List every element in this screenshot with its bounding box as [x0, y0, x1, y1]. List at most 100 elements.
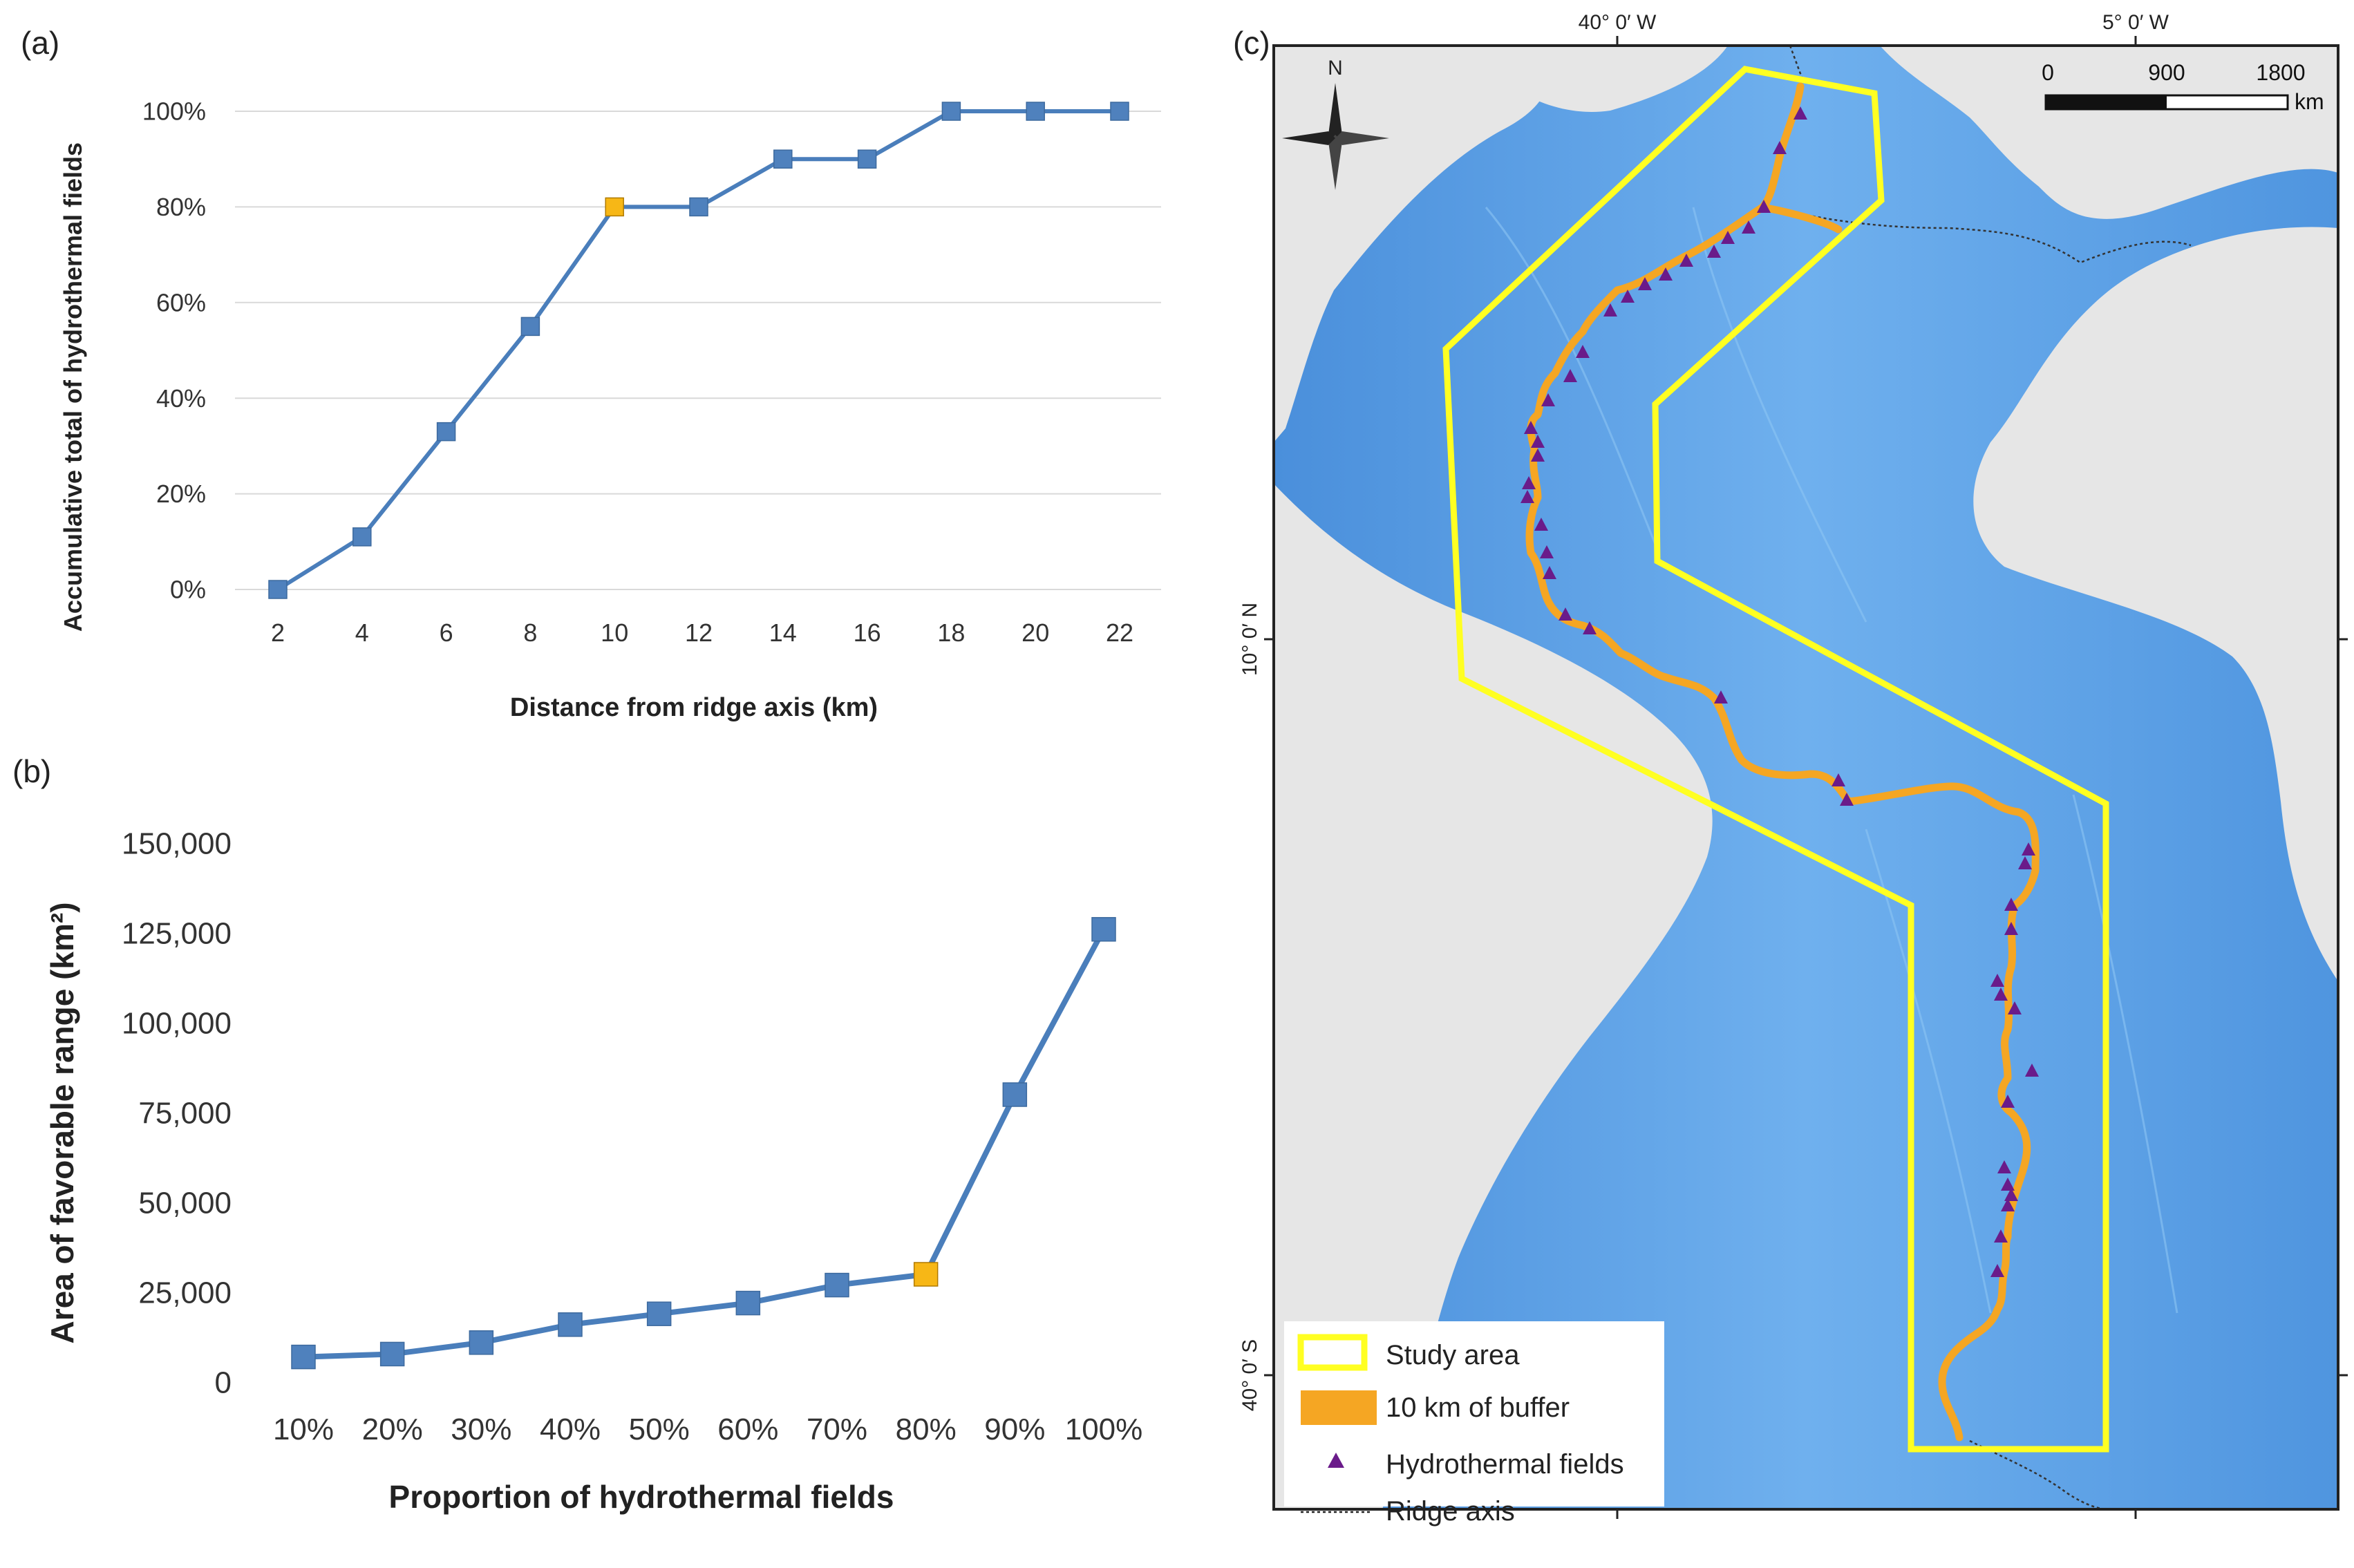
scale-label-0: 0	[2042, 60, 2054, 85]
x-tick-label: 6	[440, 618, 453, 647]
x-tick-label: 10	[601, 618, 628, 647]
data-point	[646, 1301, 672, 1326]
x-tick-label: 60%	[717, 1413, 778, 1446]
chart-a-x-axis-title: Distance from ridge axis (km)	[510, 693, 878, 722]
ridge-axis-north	[1769, 46, 2192, 264]
hydrothermal-field-marker	[1541, 393, 1555, 406]
y-tick-label: 100%	[142, 97, 206, 126]
series-line	[276, 109, 1120, 592]
ridge-axis-south	[1969, 1439, 2109, 1509]
hydrothermal-field-marker	[1832, 773, 1845, 786]
hydrothermal-field-marker	[1540, 545, 1554, 558]
y-tick-label: 60%	[156, 288, 206, 317]
x-tick-label: 10%	[273, 1413, 334, 1446]
data-point	[1026, 102, 1045, 121]
x-tick-label: 70%	[807, 1413, 867, 1446]
hydrothermal-field-marker	[1522, 476, 1536, 489]
data-point-highlight	[913, 1262, 939, 1287]
x-tick-label: 40%	[540, 1413, 601, 1446]
hydrothermal-field-marker	[1531, 448, 1545, 462]
x-tick-label: 12	[685, 618, 713, 647]
hydrothermal-field-marker	[2004, 898, 2018, 911]
data-point-highlight	[605, 197, 624, 217]
y-tick-label: 75,000	[138, 1096, 232, 1130]
y-tick-label: 80%	[156, 193, 206, 221]
y-tick-label: 0	[215, 1366, 232, 1399]
hydrothermal-field-marker	[1840, 793, 1854, 806]
x-tick-label: 20	[1021, 618, 1049, 647]
hydrothermal-field-marker	[1638, 277, 1652, 290]
hydrothermal-field-marker	[1534, 518, 1548, 531]
x-tick-label: 18	[937, 618, 965, 647]
y-tick-label: 100,000	[122, 1006, 232, 1040]
y-tick-label: 25,000	[138, 1276, 232, 1310]
y-tick-label: 40%	[156, 384, 206, 413]
hydrothermal-field-marker	[1563, 369, 1577, 382]
chart-b-y-axis-title: Area of favorable range (km²)	[44, 902, 80, 1343]
hydrothermal-field-marker	[1531, 435, 1545, 448]
lon-label-5w: 5° 0′ W	[2102, 11, 2169, 34]
hydrothermal-field-marker	[1559, 607, 1572, 621]
hydrothermal-field-marker	[1997, 1160, 2011, 1173]
scale-unit: km	[2295, 89, 2324, 114]
land-europe	[1880, 46, 2338, 219]
chart-a: 0% 20% 40% 60% 80% 100% 2 4 6 8 10 12 14 16 18 20 22	[142, 97, 1161, 647]
data-point	[469, 1330, 494, 1355]
hydrothermal-field-marker	[1524, 421, 1538, 434]
north-label: N	[1328, 57, 1343, 79]
x-tick-label: 100%	[1065, 1413, 1143, 1446]
x-tick-label: 50%	[629, 1413, 690, 1446]
data-point	[558, 1312, 583, 1337]
x-tick-label: 4	[355, 618, 369, 647]
x-tick-label: 14	[769, 618, 797, 647]
x-tick-label: 16	[854, 618, 881, 647]
hydrothermal-markers	[1520, 106, 2039, 1277]
hydrothermal-field-marker	[2025, 1064, 2039, 1077]
data-point	[268, 580, 288, 599]
y-tick-label: 125,000	[122, 916, 232, 950]
data-point	[857, 149, 877, 169]
hydrothermal-field-marker	[1621, 290, 1635, 303]
land-greenland-island	[1438, 46, 1728, 112]
hydrothermal-field-marker	[1576, 345, 1590, 358]
data-point	[941, 102, 961, 121]
data-point	[773, 149, 793, 169]
hydrothermal-field-marker	[2001, 1178, 2015, 1191]
map-legend: Study area 10 km of buffer Hydrothermal …	[1284, 1321, 1664, 1527]
y-tick-label: 0%	[170, 576, 206, 604]
hydrothermal-field-marker	[1793, 106, 1807, 120]
hydrothermal-field-marker	[1659, 267, 1673, 281]
hydrothermal-field-marker	[2001, 1198, 2015, 1211]
north-arrow-icon: N	[1282, 57, 1389, 190]
hydrothermal-field-marker	[1707, 245, 1721, 258]
legend-study-area-swatch	[1297, 1334, 1368, 1371]
hydrothermal-field-marker	[1742, 220, 1755, 234]
hydrothermal-field-marker	[2008, 1001, 2022, 1014]
data-point	[291, 1344, 316, 1370]
legend-hydrothermal-label: Hydrothermal fields	[1386, 1449, 1624, 1480]
hydrothermal-field-marker	[1583, 621, 1597, 634]
hydrothermal-field-marker	[1990, 974, 2004, 987]
chart-b: 0 25,000 50,000 75,000 100,000 125,000 150,000…	[122, 826, 1147, 1446]
hydrothermal-field-marker	[1603, 303, 1617, 317]
hydrothermal-field-marker	[2004, 922, 2018, 935]
x-tick-label: 22	[1106, 618, 1133, 647]
map-frame	[1272, 44, 2339, 1511]
hydrothermal-field-marker	[2001, 1095, 2015, 1108]
data-point	[520, 317, 540, 337]
chart-a-y-axis-title: Accumulative total of hydrothermal field…	[59, 142, 87, 632]
lat-label-10n: 10° 0′ N	[1239, 603, 1261, 676]
data-point	[825, 1272, 849, 1298]
panel-c-label: (c)	[1233, 25, 1270, 61]
map: 40° 0′ W 5° 0′ W 10° 0′ N 40° 0′ S N 0 9…	[1239, 11, 2348, 1527]
y-tick-label: 50,000	[138, 1186, 232, 1220]
data-point	[352, 527, 372, 547]
lon-label-40w: 40° 0′ W	[1579, 11, 1657, 34]
hydrothermal-field-marker	[1773, 141, 1787, 154]
hydrothermal-field-marker	[1721, 231, 1735, 244]
hydrothermal-field-marker	[2018, 856, 2032, 869]
x-tick-label: 80%	[896, 1413, 957, 1446]
hydrothermal-field-marker	[1757, 200, 1771, 213]
scale-label-900: 900	[2148, 60, 2185, 85]
